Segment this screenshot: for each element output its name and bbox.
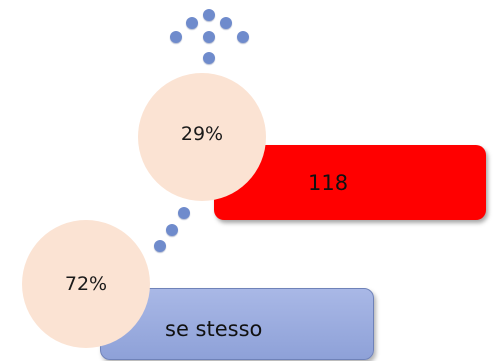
percent-circle-2: 72% <box>22 220 150 348</box>
connector-dot <box>166 224 178 236</box>
connector-dot <box>186 17 198 29</box>
connector-dot <box>203 31 215 43</box>
connector-dot <box>220 17 232 29</box>
connector-dot <box>203 9 215 21</box>
bar-item-2-label: se stesso <box>165 317 263 341</box>
connector-dot <box>154 240 166 252</box>
percent-circle-1-value: 29% <box>180 123 224 145</box>
percent-circle-2-value: 72% <box>64 273 108 295</box>
connector-dot <box>170 31 182 43</box>
percent-circle-1: 29% <box>138 73 266 201</box>
connector-dot <box>237 31 249 43</box>
bar-item-1-label: 118 <box>308 170 349 195</box>
connector-dot <box>203 52 215 64</box>
connector-dot <box>178 207 190 219</box>
